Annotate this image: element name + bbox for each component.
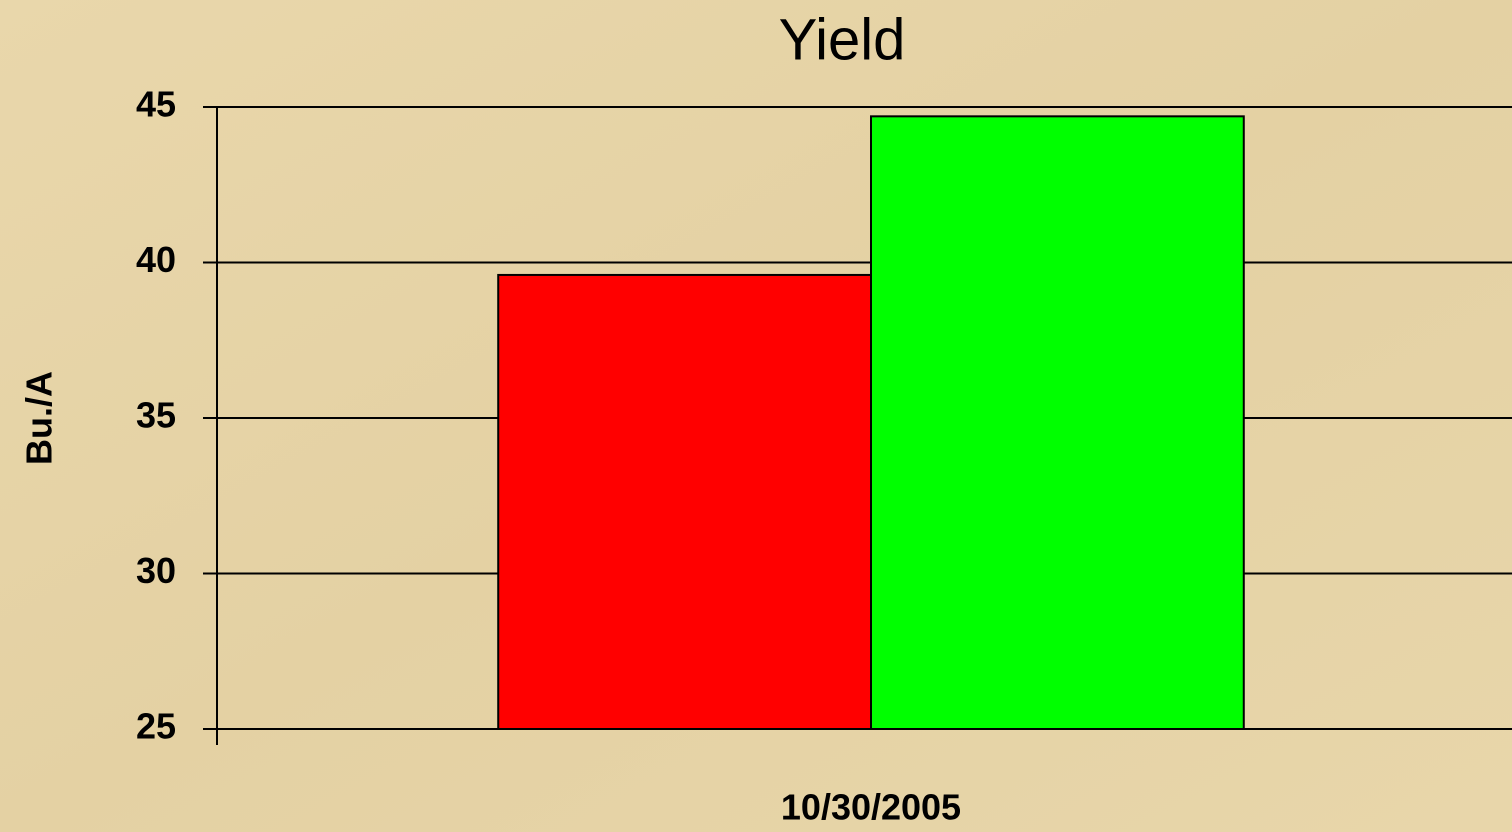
x-tick-label: 10/30/2005 [781, 787, 961, 828]
chart-title: Yield [779, 7, 906, 72]
bar [497, 273, 872, 730]
y-tick-label: 30 [136, 550, 176, 591]
bar [870, 115, 1245, 730]
y-tick-label: 25 [136, 706, 176, 747]
y-tick-label: 40 [136, 239, 176, 280]
y-axis-label: Bu./A [19, 371, 60, 465]
y-tick-label: 45 [136, 84, 176, 125]
y-tick-label: 35 [136, 395, 176, 436]
